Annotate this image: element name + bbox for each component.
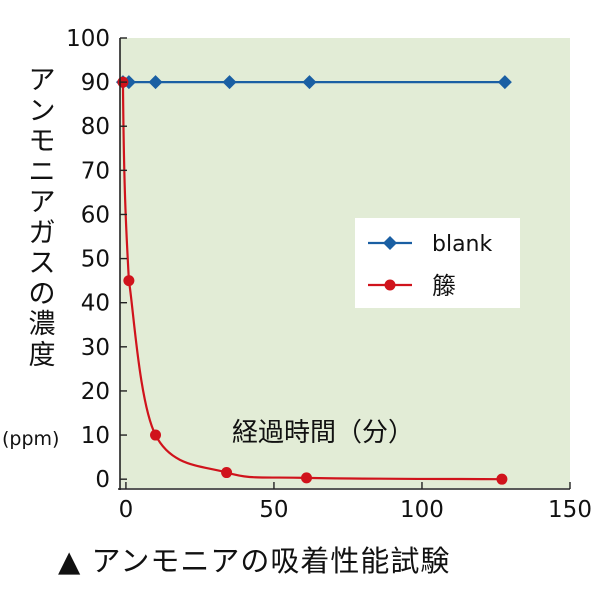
y-tick-label: 20: [81, 379, 110, 405]
y-tick-label: 50: [81, 247, 110, 273]
y-tick-label: 80: [81, 114, 110, 140]
data-point-rattan: [496, 473, 508, 485]
data-point-blank: [148, 75, 163, 90]
x-axis-label: 経過時間（分）: [232, 418, 415, 448]
data-point-blank: [497, 75, 512, 90]
x-tick-label: 100: [400, 497, 444, 523]
data-point-rattan: [301, 472, 313, 484]
legend-label-blank: blank: [432, 232, 493, 257]
series-line-rattan: [121, 82, 502, 481]
figure-caption: ▲ アンモニアの吸着性能試験: [58, 544, 451, 578]
legend-marker-rattan: [384, 279, 396, 291]
y-tick-label: 100: [66, 26, 110, 52]
y-tick-label: 0: [95, 467, 110, 493]
data-point-rattan: [221, 467, 233, 479]
y-axis-label: アンモニアガスの濃度: [28, 65, 56, 371]
legend-box: [355, 218, 520, 308]
x-tick-label: 0: [119, 497, 134, 523]
data-point-blank: [222, 75, 237, 90]
data-point-rattan: [123, 275, 135, 287]
y-tick-label: 90: [81, 70, 110, 96]
legend: blank 籐: [355, 218, 520, 308]
y-tick-label: 10: [81, 423, 110, 449]
y-axis-unit: (ppm): [2, 428, 60, 450]
y-tick-label: 60: [81, 202, 110, 228]
x-tick-label: 50: [259, 497, 288, 523]
y-tick-label: 70: [81, 158, 110, 184]
legend-marker-blank: [383, 236, 397, 250]
x-tick-label: 150: [548, 497, 592, 523]
y-tick-label: 30: [81, 335, 110, 361]
data-point-rattan: [150, 429, 162, 441]
y-tick-label: 40: [81, 291, 110, 317]
data-point-blank: [302, 75, 317, 90]
legend-label-rattan: 籐: [432, 272, 456, 300]
